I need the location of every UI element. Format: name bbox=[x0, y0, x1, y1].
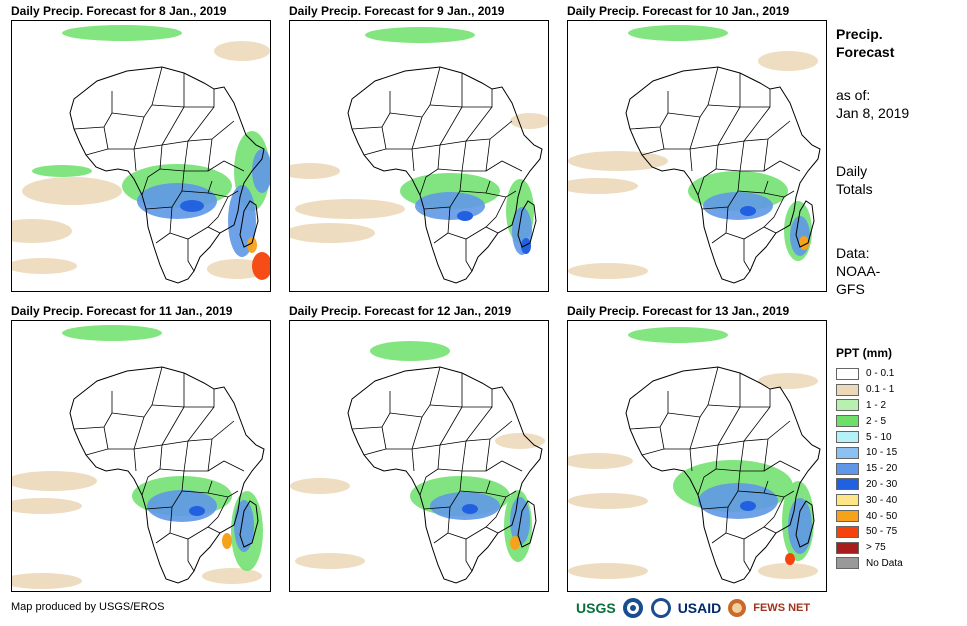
legend-swatch bbox=[836, 525, 859, 538]
legend-swatch bbox=[836, 399, 859, 412]
usaid-logo: USAID bbox=[677, 600, 722, 616]
legend-row: 50 - 75 bbox=[836, 524, 961, 540]
data-line2: NOAA- bbox=[836, 263, 881, 279]
legend-row: 30 - 40 bbox=[836, 492, 961, 508]
side-title-line2: Forecast bbox=[836, 44, 895, 60]
data-source-block: Data: NOAA- GFS bbox=[836, 244, 880, 298]
legend-label: 10 - 15 bbox=[866, 447, 898, 459]
legend-row: > 75 bbox=[836, 540, 961, 556]
legend-label: 2 - 5 bbox=[866, 415, 887, 427]
legend-row: 0.1 - 1 bbox=[836, 382, 961, 398]
asof-label: as of: bbox=[836, 87, 871, 103]
legend-label: No Data bbox=[866, 557, 903, 569]
asof-date: Jan 8, 2019 bbox=[836, 105, 910, 121]
precip-map bbox=[11, 20, 271, 292]
legend-label: 15 - 20 bbox=[866, 463, 898, 475]
legend-swatch bbox=[836, 446, 859, 459]
side-title-line1: Precip. bbox=[836, 26, 883, 42]
legend-swatch bbox=[836, 431, 859, 444]
usaid-seal-icon bbox=[650, 598, 671, 618]
legend-swatch bbox=[836, 557, 859, 570]
legend-row: 0 - 0.1 bbox=[836, 366, 961, 382]
legend-label: 40 - 50 bbox=[866, 510, 898, 522]
fewsnet-globe-icon bbox=[728, 599, 747, 617]
legend-row: No Data bbox=[836, 556, 961, 572]
totals-block: Daily Totals bbox=[836, 162, 873, 198]
legend-swatch bbox=[836, 415, 859, 428]
panel-title: Daily Precip. Forecast for 12 Jan., 2019 bbox=[289, 304, 512, 318]
legend-label: > 75 bbox=[866, 542, 886, 554]
totals-line2: Totals bbox=[836, 181, 873, 197]
noaa-logo-icon bbox=[622, 598, 643, 618]
legend-swatch bbox=[836, 478, 859, 491]
rain-field-heavy bbox=[180, 200, 270, 280]
data-line3: GFS bbox=[836, 281, 865, 297]
totals-line1: Daily bbox=[836, 163, 868, 179]
legend-row: 1 - 2 bbox=[836, 398, 961, 414]
asof-block: as of: Jan 8, 2019 bbox=[836, 86, 909, 122]
legend-title: PPT (mm) bbox=[836, 346, 893, 360]
side-title: Precip. Forecast bbox=[836, 25, 894, 61]
legend-swatch bbox=[836, 510, 859, 523]
legend-row: 2 - 5 bbox=[836, 413, 961, 429]
legend-label: 5 - 10 bbox=[866, 431, 892, 443]
legend-row: 20 - 30 bbox=[836, 477, 961, 493]
panel-title: Daily Precip. Forecast for 13 Jan., 2019 bbox=[567, 304, 790, 318]
legend: PPT (mm) 0 - 0.1 0.1 - 1 1 - 2 2 - 5 5 - 10 1… bbox=[836, 346, 961, 571]
legend-row: 5 - 10 bbox=[836, 429, 961, 445]
legend-label: 20 - 30 bbox=[866, 478, 898, 490]
legend-label: 30 - 40 bbox=[866, 494, 898, 506]
legend-label: 1 - 2 bbox=[866, 399, 887, 411]
fewsnet-logo: FEWS NET bbox=[753, 602, 811, 614]
precip-map bbox=[289, 20, 549, 292]
legend-label: 50 - 75 bbox=[866, 526, 898, 538]
legend-swatch bbox=[836, 494, 859, 507]
legend-row: 15 - 20 bbox=[836, 461, 961, 477]
legend-label: 0 - 0.1 bbox=[866, 368, 895, 380]
legend-row: 40 - 50 bbox=[836, 508, 961, 524]
legend-row: 10 - 15 bbox=[836, 445, 961, 461]
credit-text: Map produced by USGS/EROS bbox=[11, 601, 165, 613]
precip-map bbox=[567, 320, 827, 592]
precip-map bbox=[289, 320, 549, 592]
data-line1: Data: bbox=[836, 245, 870, 261]
logo-strip: USGS USAID FEWS NET bbox=[576, 594, 810, 622]
panel-title: Daily Precip. Forecast for 8 Jan., 2019 bbox=[11, 4, 227, 18]
usgs-logo: USGS bbox=[576, 600, 616, 616]
legend-swatch bbox=[836, 383, 859, 396]
legend-swatch bbox=[836, 541, 859, 554]
legend-swatch bbox=[836, 367, 859, 380]
panel-title: Daily Precip. Forecast for 9 Jan., 2019 bbox=[289, 4, 505, 18]
rain-field-tan bbox=[12, 41, 270, 279]
panel-title: Daily Precip. Forecast for 11 Jan., 2019 bbox=[11, 304, 233, 318]
precip-map bbox=[567, 20, 827, 292]
legend-swatch bbox=[836, 462, 859, 475]
panel-title: Daily Precip. Forecast for 10 Jan., 2019 bbox=[567, 4, 790, 18]
precip-map bbox=[11, 320, 271, 592]
legend-label: 0.1 - 1 bbox=[866, 384, 895, 396]
